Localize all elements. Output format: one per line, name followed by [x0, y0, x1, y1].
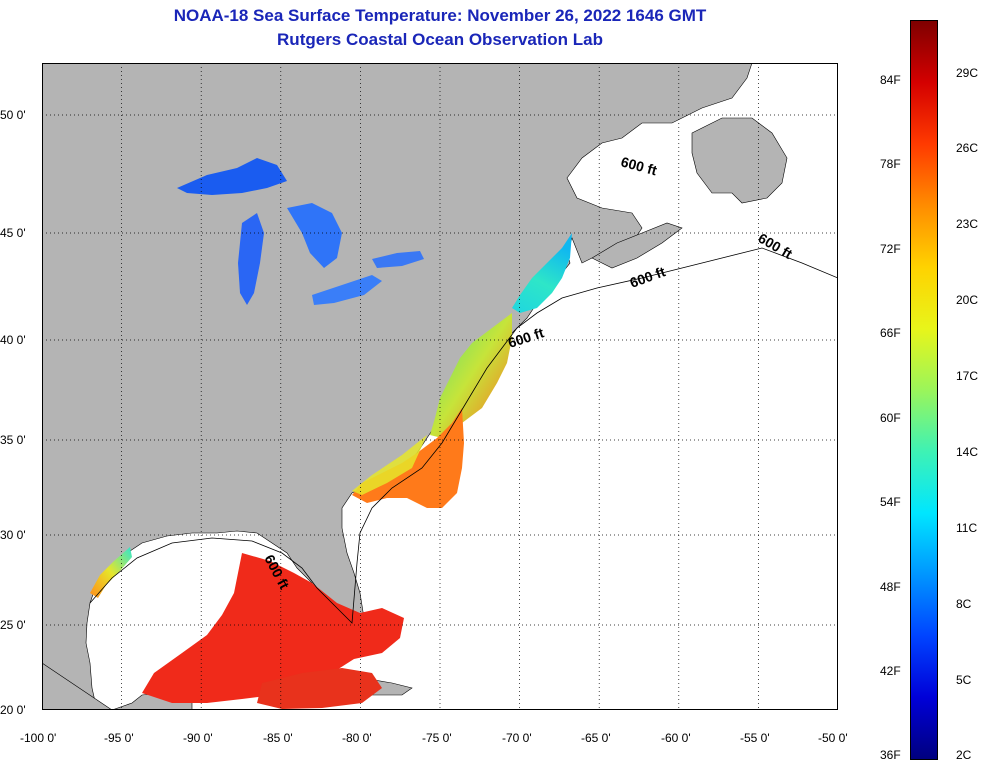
colorbar-f-label: 72F	[880, 242, 901, 256]
colorbar-c-label: 29C	[956, 66, 979, 80]
lon-label: -85 0'	[263, 731, 293, 745]
lon-label: -55 0'	[740, 731, 770, 745]
lake-ontario	[372, 251, 424, 268]
lat-label: 30 0'	[0, 528, 26, 542]
colorbar-f-label: 78F	[880, 157, 901, 171]
colorbar-f-label: 42F	[880, 664, 901, 678]
lake-superior	[177, 158, 287, 195]
colorbar-f-label: 66F	[880, 326, 901, 340]
lon-label: -80 0'	[342, 731, 372, 745]
lon-label: -90 0'	[183, 731, 213, 745]
colorbar-f-label: 48F	[880, 580, 901, 594]
land-newfoundland	[691, 117, 788, 204]
colorbar-c-label: 14C	[956, 445, 979, 459]
colorbar-c-label: 11C	[956, 521, 978, 535]
sst-map: 600 ft 600 ft 600 ft 600 ft 600 ft	[42, 63, 838, 710]
lon-label: -65 0'	[581, 731, 611, 745]
lat-label: 20 0'	[0, 703, 26, 717]
map-title: NOAA-18 Sea Surface Temperature: Novembe…	[173, 6, 707, 25]
colorbar-f-label: 84F	[880, 73, 901, 87]
colorbar-c-label: 17C	[956, 369, 979, 383]
lon-label: -100 0'	[20, 731, 57, 745]
colorbar-c-label: 26C	[956, 141, 979, 155]
colorbar-c-label: 8C	[956, 597, 972, 611]
lon-label: -75 0'	[422, 731, 452, 745]
colorbar-f-label: 54F	[880, 495, 901, 509]
lat-label: 50 0'	[0, 108, 26, 122]
lon-label: -70 0'	[502, 731, 532, 745]
sst-mid-atlantic	[430, 313, 512, 438]
lon-label: -50 0'	[818, 731, 848, 745]
lat-label: 45 0'	[0, 226, 26, 240]
isobath-600ft	[89, 247, 838, 624]
colorbar-f-label: 36F	[880, 748, 901, 762]
lat-label: 25 0'	[0, 618, 26, 632]
sst-caribbean-south	[257, 668, 382, 709]
colorbar-c-label: 5C	[956, 673, 972, 687]
lake-erie	[312, 275, 382, 305]
land-nova-scotia	[591, 222, 683, 269]
lat-label: 40 0'	[0, 333, 26, 347]
sst-gulf-caribbean	[142, 553, 404, 703]
colorbar-c-label: 23C	[956, 217, 979, 231]
graticule	[42, 63, 838, 710]
colorbar-c-label: 2C	[956, 748, 972, 762]
lake-huron	[287, 203, 342, 268]
lake-michigan	[238, 213, 264, 305]
temperature-colorbar	[910, 20, 938, 760]
map-subtitle: Rutgers Coastal Ocean Observation Lab	[277, 30, 603, 49]
sst-carolina-coast	[352, 435, 427, 495]
lon-label: -60 0'	[661, 731, 691, 745]
colorbar-f-label: 60F	[880, 411, 901, 425]
lat-label: 35 0'	[0, 433, 26, 447]
sst-gulf-of-maine	[512, 233, 572, 313]
colorbar-c-label: 20C	[956, 293, 979, 307]
lon-label: -95 0'	[104, 731, 134, 745]
